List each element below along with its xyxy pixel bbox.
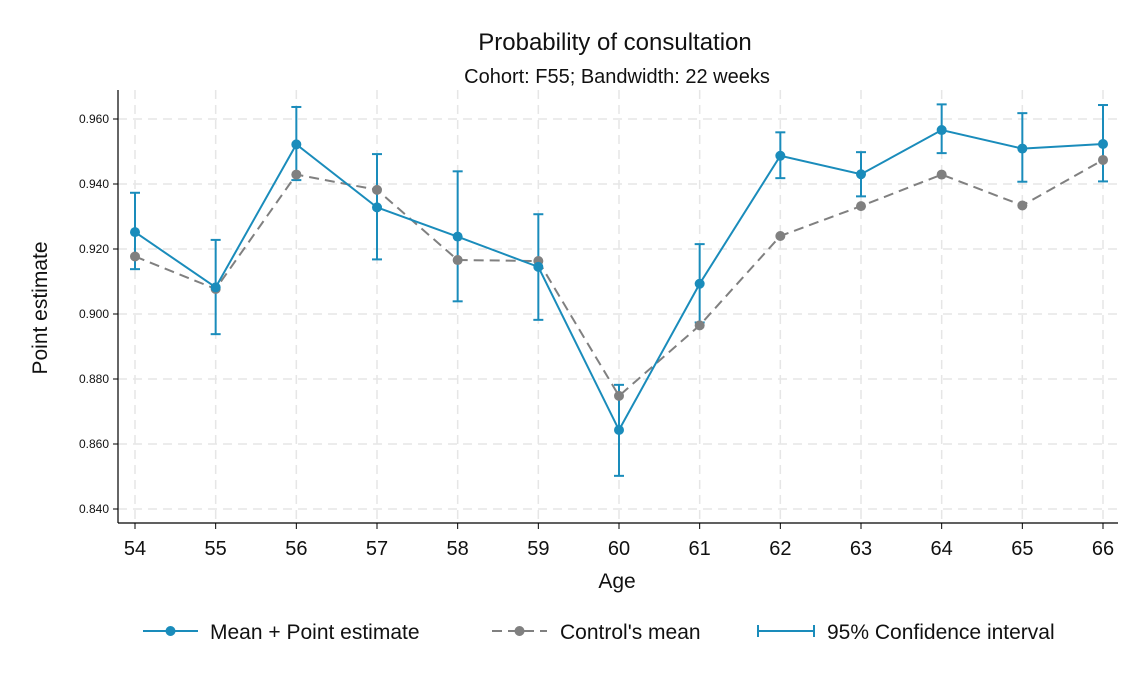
x-tick-label: 57 [366, 538, 388, 560]
chart-title: Probability of consultation [478, 29, 752, 56]
control-point [614, 390, 624, 401]
main-point [694, 278, 705, 289]
x-tick-label: 54 [124, 538, 146, 560]
legend-main-marker [165, 626, 176, 636]
y-tick-label: 0.880 [79, 372, 109, 386]
x-tick-label: 58 [447, 538, 469, 560]
x-tick-label: 64 [931, 538, 953, 560]
y-tick-label: 0.840 [79, 502, 109, 516]
control-point [694, 320, 705, 331]
main-point [856, 169, 866, 180]
legend-control-marker [514, 626, 525, 636]
main-point [130, 227, 140, 238]
main-point [372, 202, 382, 213]
control-point [291, 169, 302, 180]
x-axis-label: Age [598, 570, 635, 593]
control-point [452, 255, 463, 266]
control-point [372, 184, 382, 195]
legend-item-ci: 95% Confidence interval [757, 621, 1055, 644]
main-series [130, 125, 1108, 436]
y-tick-label: 0.860 [79, 437, 109, 451]
main-point [452, 231, 463, 242]
main-point [210, 282, 221, 293]
axes: 0.840 0.860 0.880 0.900 0.920 0.940 0.960 54 55 5… [79, 90, 1118, 560]
control-point [130, 251, 140, 262]
control-point [856, 201, 866, 212]
main-point [614, 425, 624, 436]
y-tick-label: 0.960 [79, 112, 109, 126]
control-series [130, 154, 1108, 401]
legend-item-control: Control's mean [492, 621, 701, 644]
y-tick-label: 0.940 [79, 177, 109, 191]
x-tick-label: 56 [285, 538, 307, 560]
x-tick-label: 66 [1092, 538, 1114, 560]
control-point [936, 169, 947, 180]
legend-main-label: Mean + Point estimate [210, 621, 420, 644]
y-tick-label: 0.900 [79, 307, 109, 321]
x-tick-label: 63 [850, 538, 872, 560]
x-tick-label: 62 [769, 538, 791, 560]
legend-control-label: Control's mean [560, 621, 701, 644]
grid [118, 90, 1118, 523]
x-tick-label: 65 [1011, 538, 1033, 560]
control-point [1098, 154, 1108, 165]
y-tick-label: 0.920 [79, 242, 109, 256]
legend: Mean + Point estimate Control's mean 95%… [143, 621, 1055, 644]
legend-item-main: Mean + Point estimate [143, 621, 420, 644]
x-tick-label: 61 [689, 538, 711, 560]
x-tick-label: 55 [205, 538, 227, 560]
legend-ci-label: 95% Confidence interval [827, 621, 1055, 644]
x-tick-label: 60 [608, 538, 630, 560]
control-point [775, 231, 786, 241]
main-point [775, 150, 786, 161]
main-point [936, 125, 947, 136]
control-point [1017, 200, 1028, 211]
y-axis-label: Point estimate [29, 241, 52, 374]
chart-subtitle: Cohort: F55; Bandwidth: 22 weeks [464, 66, 770, 88]
x-tick-label: 59 [527, 538, 549, 560]
main-point [1098, 139, 1108, 150]
main-point [1017, 143, 1028, 154]
main-point [533, 261, 544, 272]
main-point [291, 139, 302, 150]
